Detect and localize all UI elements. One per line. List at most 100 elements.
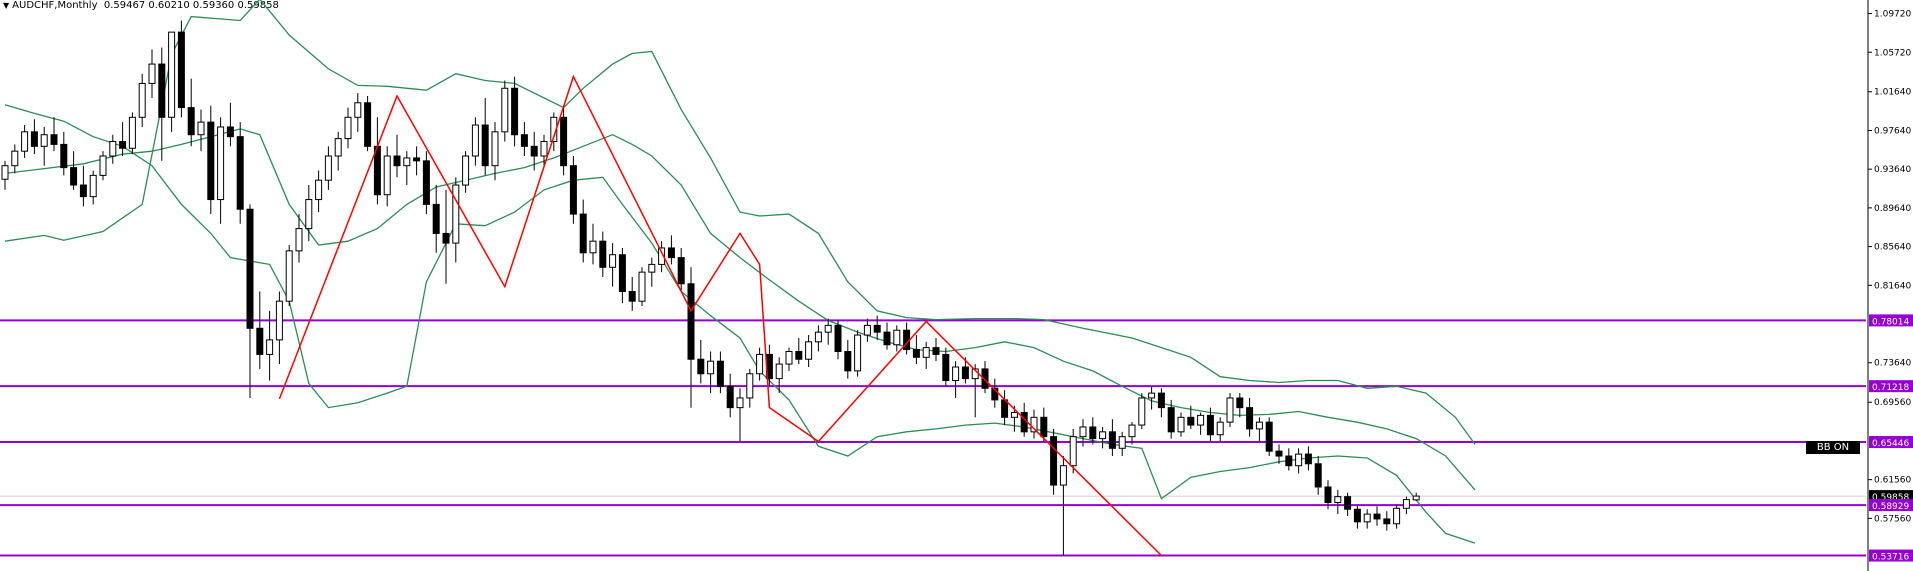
candle-16 bbox=[158, 47, 166, 161]
candle-body-58 bbox=[569, 165, 577, 215]
candle-74 bbox=[726, 373, 734, 418]
price-label-4: 0.58929 bbox=[1872, 502, 1909, 512]
candle-75 bbox=[736, 388, 744, 442]
candle-30 bbox=[295, 214, 303, 263]
candle-body-127 bbox=[1246, 407, 1254, 430]
candle-body-51 bbox=[501, 87, 509, 133]
candle-40 bbox=[393, 134, 401, 178]
y-tick-label-2: 1.01640 bbox=[1874, 88, 1911, 98]
candle-98 bbox=[961, 357, 969, 384]
candle-52 bbox=[511, 76, 519, 147]
candle-body-9 bbox=[89, 174, 97, 198]
y-tick-label-6: 0.85640 bbox=[1874, 243, 1911, 253]
candle-84 bbox=[824, 318, 832, 345]
candle-26 bbox=[256, 291, 264, 369]
y-tick-label-11: 0.57560 bbox=[1874, 514, 1911, 524]
candle-body-45 bbox=[442, 232, 450, 244]
candle-body-21 bbox=[207, 121, 215, 201]
candle-133 bbox=[1304, 446, 1312, 471]
candle-22 bbox=[217, 117, 225, 224]
candle-body-54 bbox=[530, 145, 538, 157]
candle-body-141 bbox=[1383, 518, 1391, 525]
candle-body-96 bbox=[942, 353, 950, 382]
candle-134 bbox=[1314, 456, 1322, 495]
candle-28 bbox=[275, 291, 283, 365]
candle-body-98 bbox=[961, 366, 969, 380]
candle-89 bbox=[873, 315, 881, 340]
candle-67 bbox=[658, 241, 666, 273]
price-label-2: 0.65446 bbox=[1872, 439, 1909, 449]
candle-36 bbox=[354, 93, 362, 132]
candle-body-23 bbox=[226, 126, 234, 138]
zigzag-polyline bbox=[278, 74, 1162, 557]
candle-body-100 bbox=[981, 368, 989, 389]
candle-body-70 bbox=[687, 283, 695, 360]
candle-body-3 bbox=[30, 131, 38, 147]
candle-82 bbox=[805, 335, 813, 367]
candle-137 bbox=[1344, 492, 1352, 517]
candle-body-30 bbox=[295, 228, 303, 252]
candle-body-57 bbox=[560, 116, 568, 167]
candle-body-90 bbox=[883, 331, 891, 346]
candle-body-129 bbox=[1265, 421, 1273, 452]
candle-body-41 bbox=[403, 157, 411, 167]
candle-124 bbox=[1216, 417, 1224, 442]
candle-118 bbox=[1157, 388, 1165, 418]
candle-body-53 bbox=[520, 134, 528, 147]
candle-body-76 bbox=[746, 373, 754, 399]
candle-131 bbox=[1285, 448, 1293, 471]
candle-71 bbox=[697, 339, 705, 384]
candle-body-25 bbox=[246, 208, 254, 329]
candle-144 bbox=[1412, 492, 1420, 501]
candle-body-75 bbox=[736, 397, 744, 409]
candle-53 bbox=[520, 122, 528, 157]
candle-body-117 bbox=[1148, 392, 1156, 399]
candle-130 bbox=[1275, 444, 1283, 464]
candle-body-72 bbox=[707, 360, 715, 375]
candle-11 bbox=[109, 134, 117, 164]
price-label-box-1 bbox=[1869, 380, 1913, 393]
candle-body-93 bbox=[912, 349, 920, 358]
candle-115 bbox=[1128, 422, 1136, 445]
candle-body-120 bbox=[1177, 416, 1185, 433]
candle-38 bbox=[373, 117, 381, 205]
candle-44 bbox=[432, 185, 440, 253]
candle-108 bbox=[1059, 456, 1067, 556]
candle-72 bbox=[707, 351, 715, 394]
collapse-triangle-icon[interactable]: ▼ bbox=[3, 1, 10, 10]
candle-3 bbox=[30, 119, 38, 155]
candle-body-66 bbox=[648, 263, 656, 273]
bb-on-badge[interactable]: BB ON bbox=[1806, 441, 1860, 454]
candle-body-114 bbox=[1118, 436, 1126, 449]
candle-85 bbox=[834, 320, 842, 360]
candle-1 bbox=[11, 144, 19, 174]
candle-body-63 bbox=[618, 254, 626, 293]
candle-body-73 bbox=[716, 360, 724, 387]
candle-body-31 bbox=[305, 199, 313, 230]
price-label-0: 0.78014 bbox=[1872, 317, 1909, 327]
candle-18 bbox=[177, 20, 185, 118]
y-tick-label-10: 0.61560 bbox=[1874, 476, 1911, 486]
candle-50 bbox=[491, 122, 499, 181]
candle-body-121 bbox=[1187, 416, 1195, 426]
candle-15 bbox=[148, 49, 156, 98]
candle-body-4 bbox=[40, 134, 48, 147]
candle-94 bbox=[922, 341, 930, 369]
candle-58 bbox=[569, 156, 577, 224]
candle-body-137 bbox=[1344, 496, 1352, 510]
candle-body-106 bbox=[1040, 416, 1048, 438]
candle-87 bbox=[854, 330, 862, 377]
candle-24 bbox=[236, 122, 244, 224]
candle-105 bbox=[1030, 409, 1038, 439]
candle-107 bbox=[1050, 428, 1058, 495]
candle-27 bbox=[266, 310, 274, 381]
candle-25 bbox=[246, 204, 254, 398]
candle-42 bbox=[413, 146, 421, 176]
candle-body-28 bbox=[275, 300, 283, 341]
price-label-box-5 bbox=[1869, 549, 1913, 562]
candle-body-131 bbox=[1285, 455, 1293, 467]
candles bbox=[1, 20, 1420, 556]
candle-body-36 bbox=[354, 102, 362, 118]
